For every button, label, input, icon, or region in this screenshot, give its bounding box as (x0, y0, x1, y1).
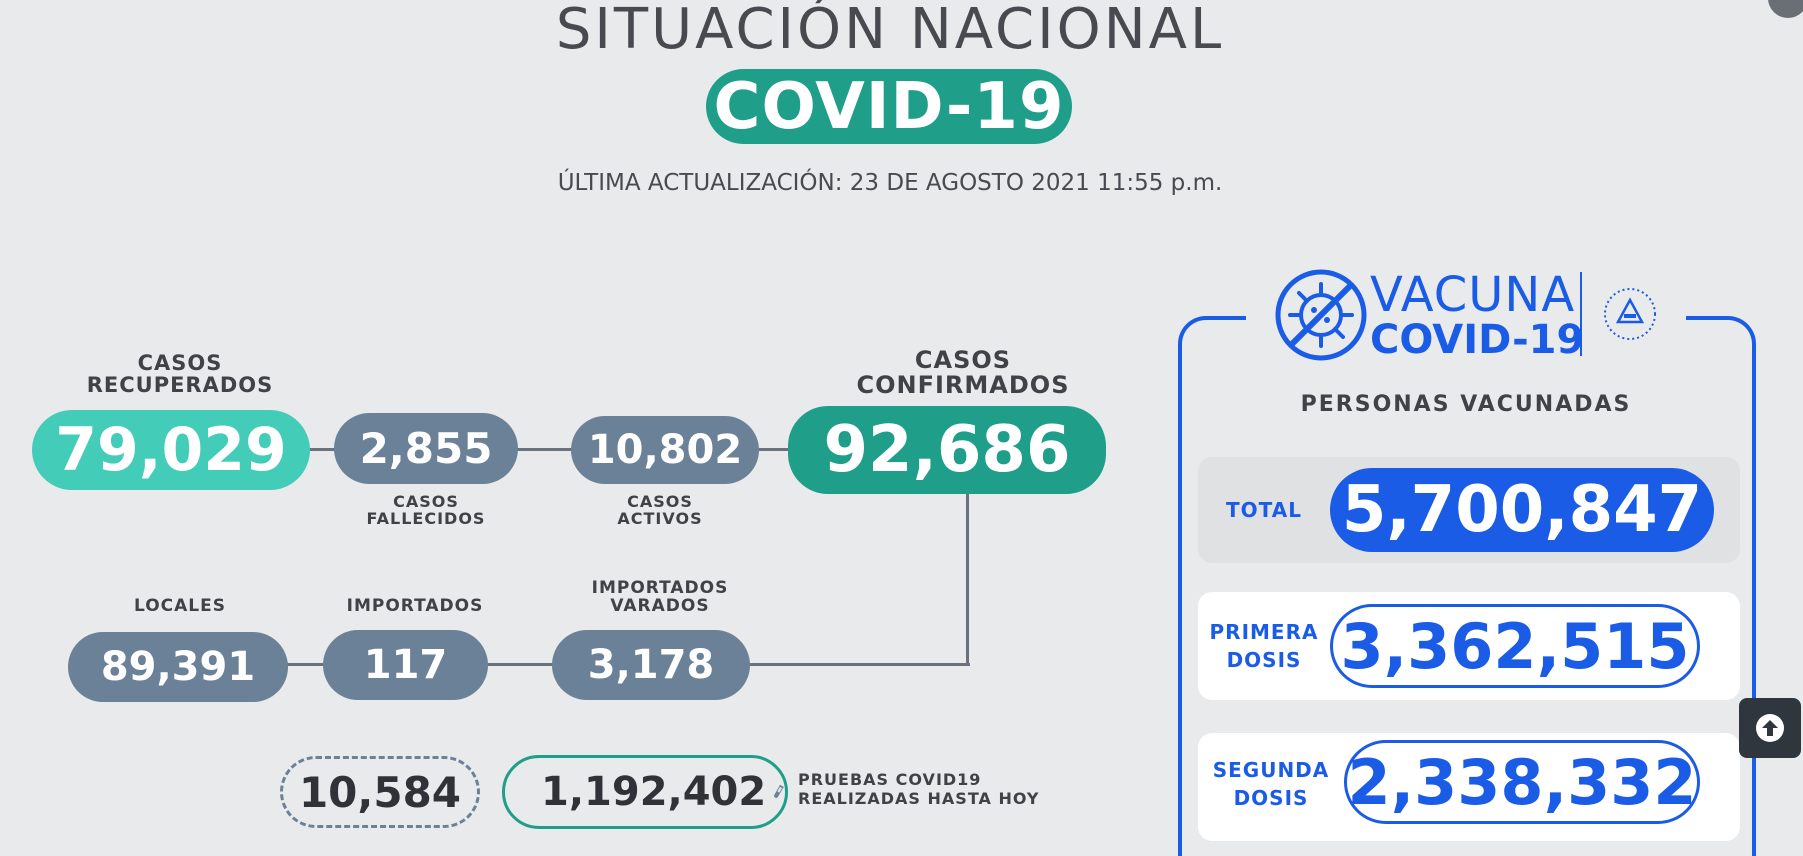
imported-value: 117 (323, 630, 488, 700)
vaccine-second-dose-card: SEGUNDA DOSIS 2,338,332 (1198, 733, 1740, 841)
deceased-value: 2,855 (334, 413, 518, 484)
vaccine-first-dose-label: PRIMERA DOSIS (1209, 620, 1319, 672)
test-tube-icon (774, 784, 785, 798)
page-title: SITUACIÓN NACIONAL (555, 0, 1225, 62)
last-update: ÚLTIMA ACTUALIZACIÓN: 23 DE AGOSTO 2021 … (557, 170, 1223, 196)
vaccine-total-value: 5,700,847 (1330, 468, 1714, 552)
tests-total-label: PRUEBAS COVID19 REALIZADAS HASTA HOY (798, 770, 1040, 809)
local-label: LOCALES (134, 596, 226, 616)
arrow-up-circle-icon (1756, 714, 1784, 742)
confirmed-value: 92,686 (788, 406, 1106, 494)
connector-line (966, 488, 969, 666)
connector-line (300, 448, 800, 451)
vaccinated-title: PERSONAS VACUNADAS (1300, 392, 1632, 417)
tests-today-value: 10,584 (280, 756, 480, 828)
active-label: CASOS ACTIVOS (617, 492, 703, 528)
recovered-label: CASOS RECUPERADOS (86, 351, 274, 398)
imported-stranded-label: IMPORTADOS VARADOS (591, 578, 729, 616)
recovered-value: 79,029 (32, 410, 310, 490)
deceased-label: CASOS FALLECIDOS (366, 492, 486, 528)
vaccine-total-label: TOTAL (1226, 498, 1302, 522)
covid-badge: COVID-19 (706, 69, 1072, 144)
local-value: 89,391 (68, 632, 288, 702)
back-to-top-button[interactable] (1739, 698, 1801, 758)
vaccine-second-dose-value: 2,338,332 (1344, 740, 1700, 824)
vaccine-logo-word1: VACUNA (1370, 267, 1576, 323)
tests-total-box: 1,192,402 (502, 755, 788, 829)
imported-label: IMPORTADOS (346, 596, 484, 616)
vaccine-first-dose-card: PRIMERA DOSIS 3,362,515 (1198, 592, 1740, 700)
national-emblem-icon (1604, 288, 1656, 340)
vaccine-total-card: TOTAL 5,700,847 (1198, 457, 1740, 563)
corner-shape (1768, 0, 1803, 18)
active-value: 10,802 (571, 416, 759, 484)
logo-divider (1580, 272, 1582, 356)
vaccine-second-dose-label: SEGUNDA DOSIS (1212, 758, 1330, 810)
tests-total-value: 1,192,402 (541, 769, 767, 815)
imported-stranded-value: 3,178 (552, 630, 750, 700)
vaccine-logo-word2: COVID-19 (1370, 317, 1585, 363)
confirmed-label: CASOS CONFIRMADOS (856, 346, 1070, 400)
crossed-virus-icon (1275, 269, 1367, 361)
vaccine-first-dose-value: 3,362,515 (1330, 604, 1700, 688)
